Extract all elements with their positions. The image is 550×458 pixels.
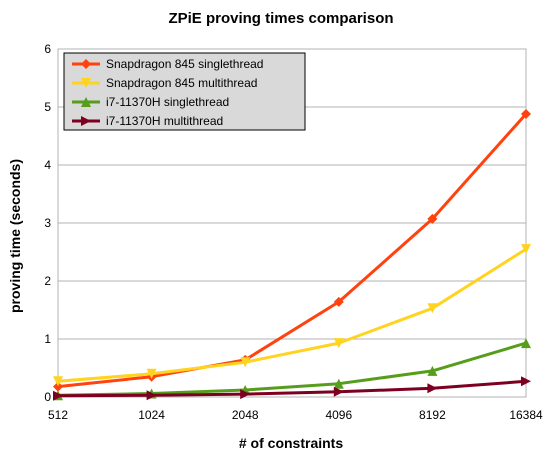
- data-point: [240, 389, 251, 400]
- legend-item: Snapdragon 845 singlethread: [72, 57, 263, 71]
- series-line: [57, 379, 527, 398]
- x-axis-ticks: 512 1024 2048 4096 8192 16384: [48, 408, 543, 422]
- series-2: [53, 338, 531, 401]
- x-axis-title: # of constraints: [239, 435, 343, 451]
- legend-box: [63, 52, 306, 131]
- legend-item: Snapdragon 845 multithread: [72, 76, 257, 90]
- data-point: [333, 386, 344, 397]
- data-point: [146, 390, 157, 401]
- data-point: [53, 381, 63, 392]
- x-tick-label: 4096: [325, 408, 352, 422]
- data-point: [521, 338, 531, 349]
- legend-marker: [81, 78, 91, 88]
- series-3: [53, 376, 531, 401]
- data-point: [521, 244, 531, 255]
- data-point: [53, 376, 63, 387]
- legend-label: Snapdragon 845 multithread: [106, 76, 257, 90]
- y-axis-ticks: 0 1 2 3 4 5 6: [44, 42, 51, 404]
- y-tick-label: 5: [44, 100, 51, 114]
- data-point: [427, 213, 438, 224]
- series-line: [57, 113, 528, 389]
- x-tick-label: 8192: [419, 408, 446, 422]
- data-point: [240, 357, 251, 368]
- y-tick-label: 6: [44, 42, 51, 56]
- y-tick-label: 0: [44, 390, 51, 404]
- data-point: [333, 296, 344, 307]
- legend-marker: [81, 116, 91, 126]
- legend-label: i7-11370H multithread: [106, 114, 223, 128]
- data-point: [521, 376, 531, 387]
- x-tick-label: 512: [48, 408, 68, 422]
- legend-item: i7-11370H multithread: [72, 114, 223, 128]
- y-tick-label: 2: [44, 274, 51, 288]
- legend: Snapdragon 845 singlethread Snapdragon 84…: [63, 52, 306, 131]
- legend-label: Snapdragon 845 singlethread: [106, 57, 263, 71]
- x-tick-label: 16384: [509, 408, 543, 422]
- data-point: [146, 368, 157, 379]
- data-point: [427, 365, 438, 376]
- y-tick-label: 3: [44, 216, 51, 230]
- chart-title: ZPiE proving times comparison: [168, 10, 393, 27]
- data-point: [333, 378, 344, 389]
- data-point: [53, 390, 63, 401]
- y-axis-title: proving time (seconds): [7, 159, 23, 313]
- data-point: [427, 303, 438, 314]
- data-point: [521, 109, 531, 119]
- plot-area: [57, 48, 527, 398]
- series-line: [57, 247, 527, 383]
- series-1: [53, 244, 531, 387]
- x-tick-label: 1024: [138, 408, 165, 422]
- series-lines: [53, 109, 531, 401]
- legend-marker: [81, 97, 91, 107]
- data-point: [427, 383, 438, 394]
- series-0: [53, 109, 531, 392]
- legend-label: i7-11370H singlethread: [106, 95, 229, 109]
- series-line: [57, 341, 527, 397]
- x-tick-label: 2048: [232, 408, 259, 422]
- legend-items: Snapdragon 845 singlethread Snapdragon 84…: [72, 57, 263, 128]
- data-point: [333, 338, 344, 349]
- y-tick-label: 1: [44, 332, 51, 346]
- legend-item: i7-11370H singlethread: [72, 95, 229, 109]
- legend-marker: [81, 59, 91, 69]
- y-tick-label: 4: [44, 158, 51, 172]
